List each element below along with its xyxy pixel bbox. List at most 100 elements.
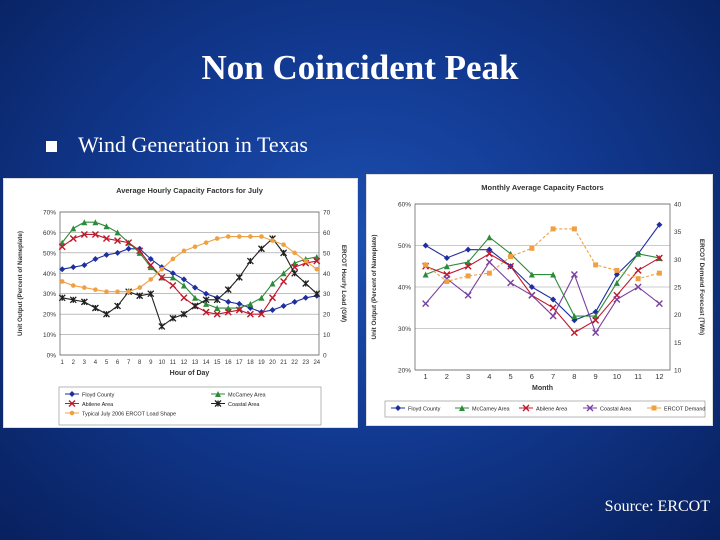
x-tick-label: 11 [634,372,642,381]
data-point [91,230,99,238]
data-point [225,234,231,239]
data-point [248,234,253,239]
series-3 [58,235,321,330]
y2-tick-label: 10 [323,332,331,339]
y2-tick-label: 20 [674,312,682,319]
data-point [635,276,641,282]
y2-tick-label: 30 [323,291,331,298]
data-point [92,219,99,226]
data-point [549,312,557,320]
data-point [423,262,429,268]
data-point [170,256,176,262]
legend-label: Floyd County [408,406,441,412]
legend-marker [651,405,657,411]
x-tick-label: 22 [291,360,298,366]
data-point [236,300,243,307]
data-point [613,271,620,278]
data-point [635,250,642,257]
x-axis-label: Hour of Day [170,370,210,377]
x-tick-label: 12 [181,360,188,366]
data-point [225,305,232,312]
data-point [486,270,492,276]
legend-marker [459,405,465,411]
legend-label: McCamey Area [472,406,511,412]
series-3 [422,258,663,337]
data-point [159,266,165,272]
y-tick-label: 50% [398,243,411,250]
data-point [302,294,309,301]
data-point [465,273,471,279]
data-point [114,237,122,245]
data-point [465,259,472,266]
data-point [214,305,221,312]
data-point [169,274,176,281]
y2-tick-label: 30 [674,257,682,264]
data-point [246,257,254,265]
data-point [550,296,557,303]
data-point [147,290,155,298]
data-point [291,269,299,277]
x-tick-label: 10 [613,372,621,381]
data-point [614,267,620,273]
x-tick-label: 18 [247,360,254,366]
x-tick-label: 4 [487,372,491,381]
y2-tick-label: 60 [323,230,331,237]
series-line [62,248,317,313]
data-point [507,279,515,287]
data-point [136,249,143,256]
data-point [80,298,88,306]
x-tick-label: 5 [105,360,109,366]
data-point [528,271,535,278]
y2-tick-label: 50 [323,250,331,257]
legend: Floyd County McCamey Area Abilene Area Coas… [384,400,705,418]
slide-bullet-text: Wind Generation in Texas [78,132,308,157]
data-point [464,262,472,270]
data-point [592,316,600,324]
data-point [656,221,663,228]
data-point [126,289,131,294]
legend-label: Coastal Area [600,406,632,412]
series-line [425,253,660,334]
legend-box [58,386,322,426]
x-tick-label: 1 [424,372,428,381]
legend-label: Floyd County [82,392,115,398]
y-tick-label: 60% [43,230,56,237]
x-tick-label: 19 [258,360,265,366]
data-point [485,258,493,266]
data-point [269,294,277,302]
legend-label: McCamey Area [228,392,267,398]
y2-axis-label: ERCOT Hourly Load (GW) [340,245,347,322]
data-point [114,302,122,310]
x-tick-label: 7 [127,360,131,366]
data-point [270,238,275,243]
data-point [593,262,599,268]
data-point [486,234,493,241]
data-point [655,300,663,308]
y-tick-label: 10% [43,332,56,339]
y2-axis-label: ERCOT Demand Forecast (TWh) [698,239,705,335]
data-point [634,283,642,291]
data-point [443,263,450,270]
y-tick-label: 20% [43,312,56,319]
data-point [115,289,120,294]
data-point [192,244,198,250]
data-point [613,279,620,286]
data-point [292,250,297,256]
gridlines [60,211,319,356]
legend-marker [522,404,530,412]
legend-marker [214,400,222,407]
data-point [70,283,76,288]
plot-area [59,211,320,356]
data-point [213,310,221,318]
x-tick-label: 3 [83,360,87,366]
data-point [571,226,577,232]
y2-tick-label: 70 [323,210,331,217]
x-tick-label: 8 [138,360,142,366]
data-point [269,280,276,287]
data-point [58,294,66,302]
data-point [136,247,144,255]
data-point [592,313,599,320]
data-point [69,235,77,243]
data-point [80,230,88,238]
data-point [169,270,176,277]
